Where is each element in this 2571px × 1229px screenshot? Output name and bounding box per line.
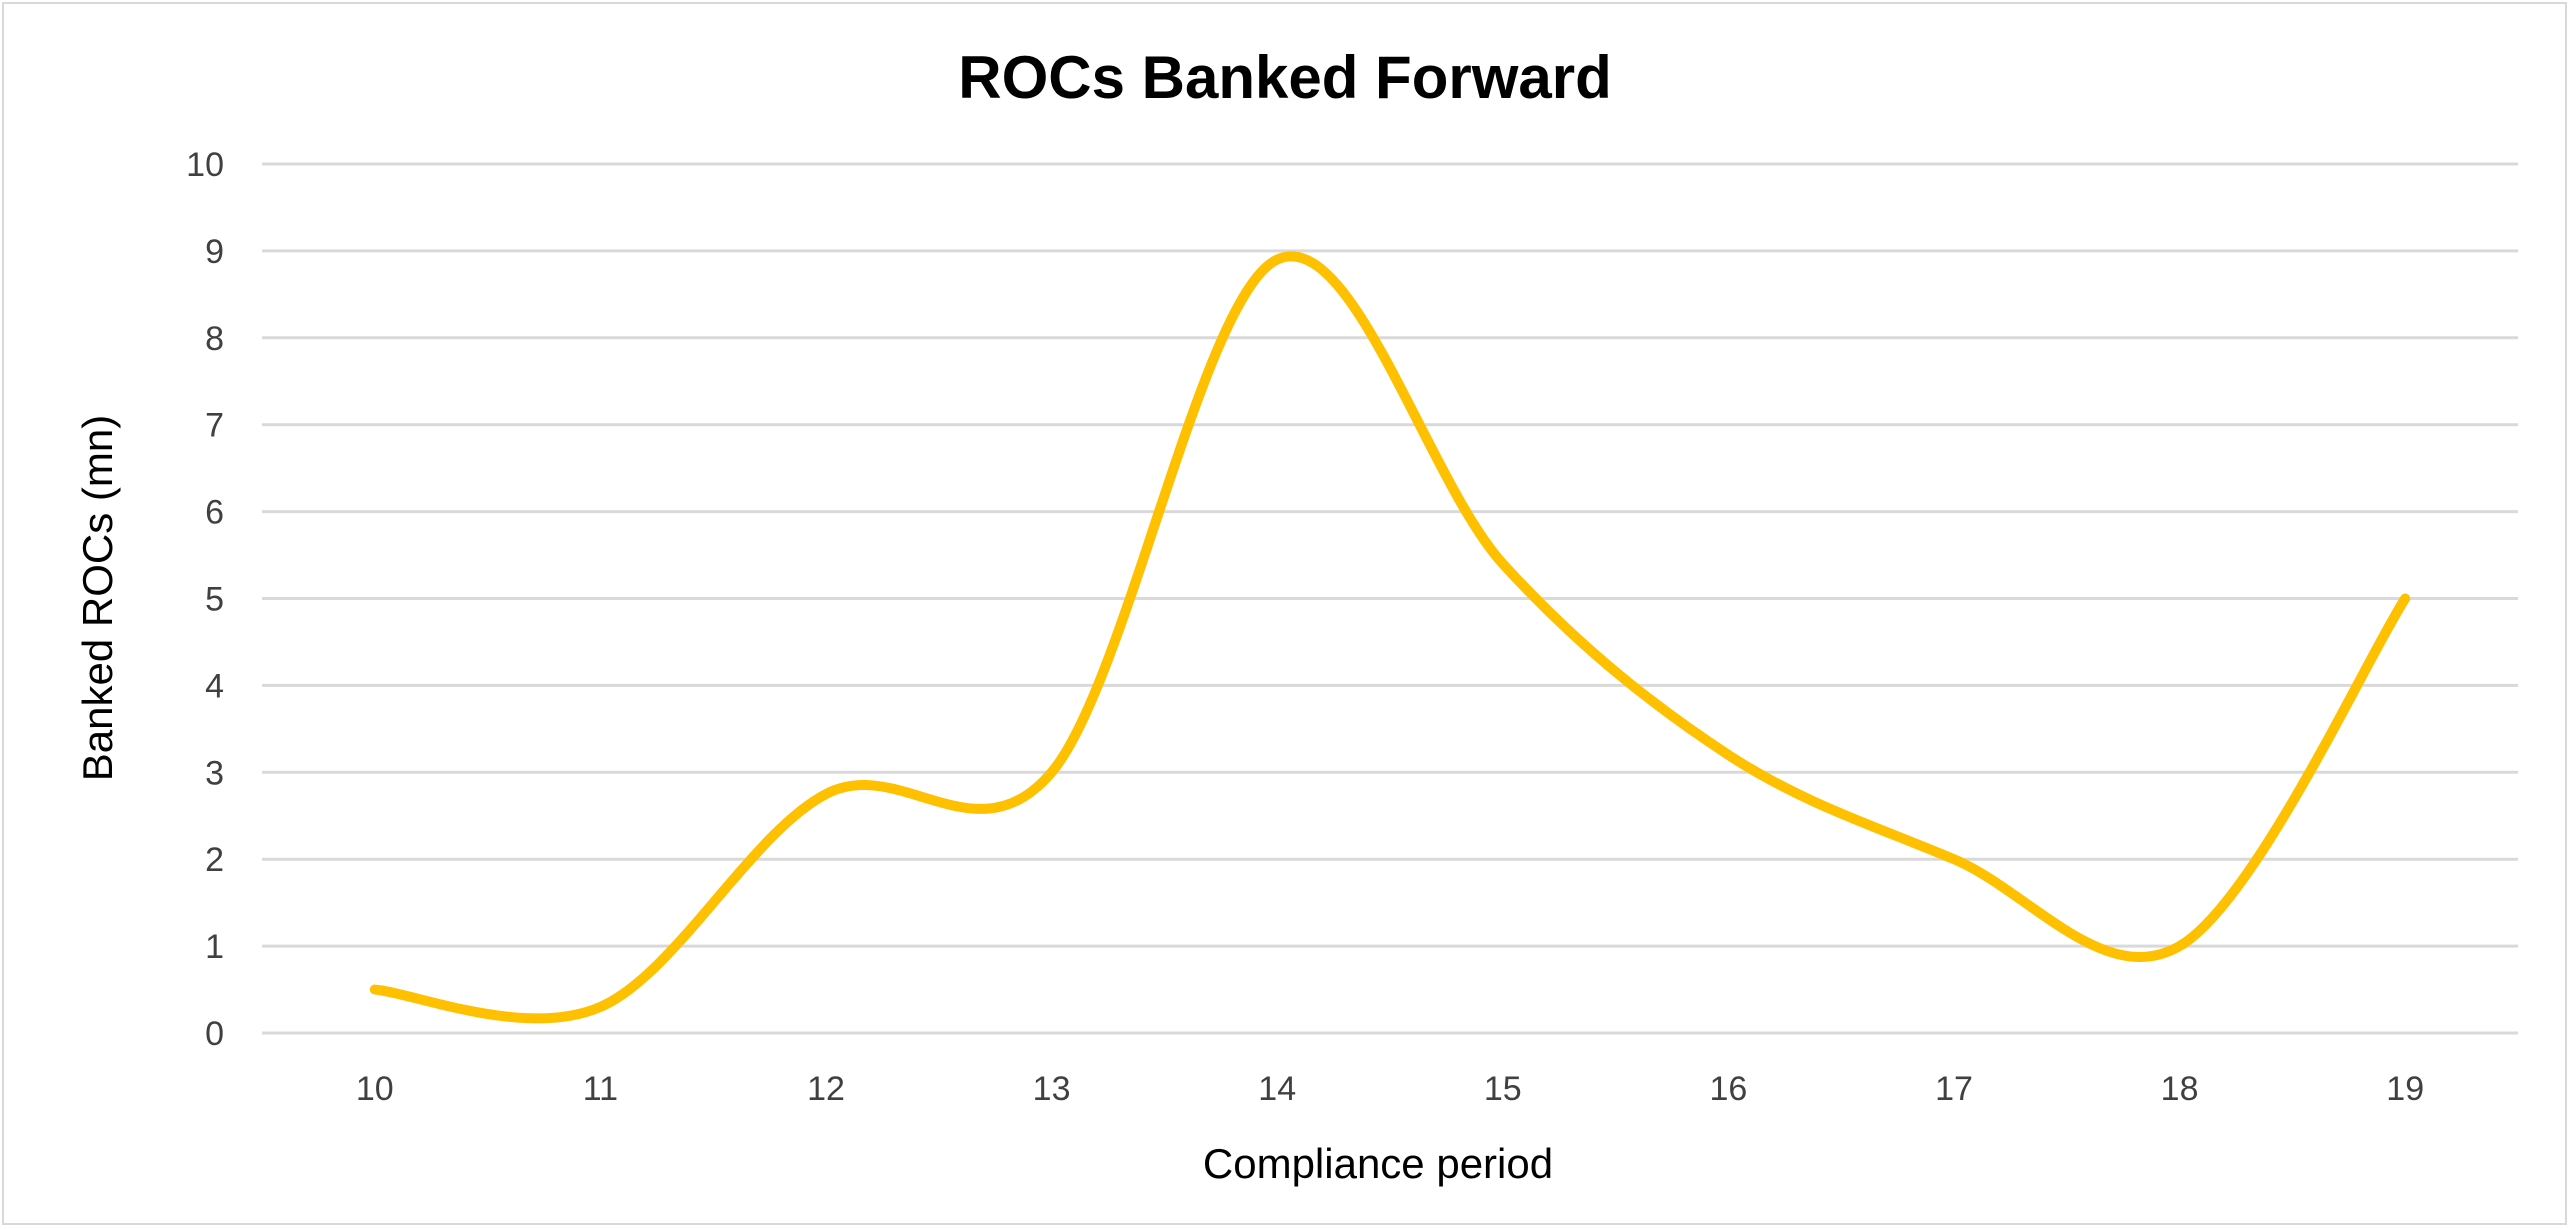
x-axis-title: Compliance period: [1203, 1140, 1553, 1187]
x-tick-label: 18: [2161, 1070, 2199, 1108]
x-tick-label: 14: [1258, 1070, 1296, 1108]
series-line: [369, 251, 2411, 1024]
y-tick-label: 6: [205, 494, 224, 532]
y-tick-label: 7: [205, 407, 224, 445]
y-tick-label: 5: [205, 581, 224, 619]
x-tick-label: 15: [1484, 1070, 1522, 1108]
y-tick-label: 2: [205, 841, 224, 879]
x-tick-label: 11: [583, 1070, 618, 1108]
y-tick-label: 9: [205, 233, 224, 271]
y-axis-title: Banked ROCs (mn): [74, 415, 121, 781]
x-tick-label: 12: [807, 1070, 845, 1108]
chart-title: ROCs Banked Forward: [958, 44, 1611, 111]
y-tick-label: 0: [205, 1015, 224, 1053]
y-tick-label: 3: [205, 754, 224, 792]
y-tick-label: 8: [205, 320, 224, 358]
x-tick-label: 19: [2386, 1070, 2424, 1108]
x-tick-label: 16: [1709, 1070, 1747, 1108]
x-tick-label: 13: [1033, 1070, 1071, 1108]
y-tick-label: 10: [186, 146, 224, 184]
y-tick-label: 1: [205, 928, 224, 966]
x-tick-label: 10: [356, 1070, 394, 1108]
x-tick-label: 17: [1935, 1070, 1973, 1108]
y-tick-label: 4: [205, 667, 224, 705]
